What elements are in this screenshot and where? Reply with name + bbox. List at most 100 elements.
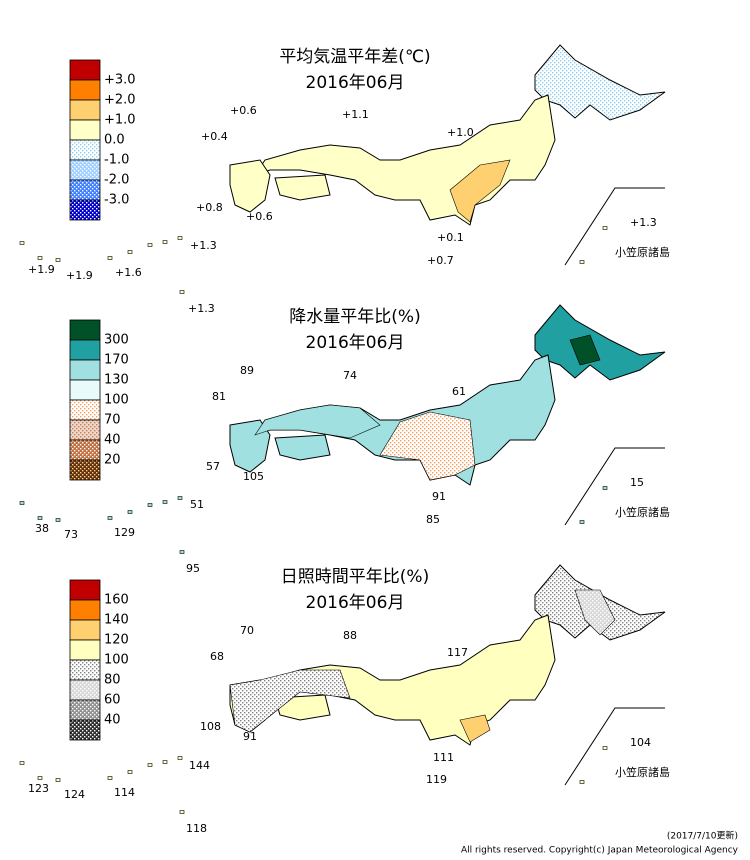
- region: [229, 669, 351, 733]
- legend-box: [69, 359, 101, 381]
- island: [147, 763, 153, 767]
- legend-box: [69, 99, 101, 121]
- legend-label: 160: [104, 593, 129, 608]
- island: [107, 516, 113, 520]
- island: [107, 776, 113, 780]
- station-value: +0.6: [246, 210, 273, 223]
- map-panel: 小笠原諸島 平均気温平年差(℃) 2016年06月 +3.0 +2.0 +1.0 0.0 -1…: [19, 44, 670, 315]
- legend-box: [69, 659, 101, 681]
- island: [127, 250, 133, 254]
- legend-box: [69, 119, 101, 141]
- station-value: 74: [343, 369, 357, 382]
- land-kyushu: [229, 159, 271, 213]
- island: [579, 520, 585, 524]
- legend-box: [69, 719, 101, 741]
- island: [55, 778, 61, 782]
- island: [177, 236, 183, 240]
- station-value: +1.3: [188, 302, 215, 315]
- region: [254, 404, 381, 439]
- island: [579, 260, 585, 264]
- station-value: 105: [243, 470, 264, 483]
- legend-label: 140: [104, 613, 129, 628]
- region: [379, 411, 476, 481]
- legend-label: 0.0: [104, 133, 125, 148]
- island: [147, 503, 153, 507]
- legend-label: 80: [104, 673, 121, 688]
- inset-label: 小笠原諸島: [615, 765, 670, 779]
- island: [147, 243, 153, 247]
- station-value: +0.8: [196, 201, 223, 214]
- station-value: 89: [240, 364, 254, 377]
- island: [579, 780, 585, 784]
- legend-box: [69, 599, 101, 621]
- panel-title: 日照時間平年比(%): [281, 567, 429, 587]
- legend-box: [69, 199, 101, 221]
- station-value: 68: [210, 650, 224, 663]
- legend-label: 170: [104, 353, 129, 368]
- station-value: 51: [190, 498, 204, 511]
- legend-box: [69, 139, 101, 161]
- island: [162, 240, 168, 244]
- inset-frame: [564, 447, 665, 526]
- legend-box: [69, 619, 101, 641]
- island: [19, 501, 25, 505]
- island: [55, 258, 61, 262]
- station-value: 91: [243, 730, 257, 743]
- legend-box: [69, 339, 101, 361]
- station-value: 129: [114, 526, 135, 539]
- land-hokkaido: [534, 44, 666, 121]
- island: [602, 746, 608, 750]
- island: [602, 226, 608, 230]
- station-value: 61: [452, 385, 466, 398]
- station-value: 88: [343, 629, 357, 642]
- legend-box: [69, 179, 101, 201]
- legend-box: [69, 639, 101, 661]
- island: [177, 756, 183, 760]
- station-value: +1.9: [66, 269, 93, 282]
- legend-label: 130: [104, 373, 129, 388]
- station-value: 73: [64, 528, 78, 541]
- legend-label: +3.0: [104, 73, 136, 88]
- legend-label: +2.0: [104, 93, 136, 108]
- legend-label: -2.0: [104, 173, 129, 188]
- legend-box: [69, 699, 101, 721]
- panel-period: 2016年06月: [306, 593, 405, 613]
- legend-label: 300: [104, 333, 129, 348]
- station-value: +1.9: [28, 263, 55, 276]
- station-value: 123: [28, 782, 49, 795]
- region: [449, 159, 511, 223]
- station-value: 111: [433, 751, 454, 764]
- land-hokkaido: [534, 304, 666, 381]
- legend-box: [69, 79, 101, 101]
- station-value: 95: [186, 562, 200, 575]
- station-value: +1.3: [190, 239, 217, 252]
- island: [127, 510, 133, 514]
- legend-label: -3.0: [104, 193, 129, 208]
- legend-box: [69, 399, 101, 421]
- island: [177, 496, 183, 500]
- legend-box: [69, 579, 101, 601]
- station-value: 114: [114, 786, 135, 799]
- island: [179, 550, 185, 554]
- island: [602, 486, 608, 490]
- legend-label: 40: [104, 433, 121, 448]
- region: [569, 334, 601, 366]
- land-shikoku: [274, 434, 331, 461]
- panel-title: 平均気温平年差(℃): [279, 47, 430, 67]
- legend-label: 40: [104, 713, 121, 728]
- island: [55, 518, 61, 522]
- legend-label: 100: [104, 653, 129, 668]
- island: [19, 241, 25, 245]
- copyright: All rights reserved. Copyright(c) Japan …: [461, 846, 739, 856]
- legend-label: -1.0: [104, 153, 129, 168]
- station-value: 104: [630, 736, 651, 749]
- station-value: 119: [426, 773, 447, 786]
- panel-period: 2016年06月: [306, 73, 405, 93]
- inset-frame: [564, 187, 665, 266]
- legend-box: [69, 319, 101, 341]
- station-value: 117: [447, 646, 468, 659]
- station-value: 85: [426, 513, 440, 526]
- panel-period: 2016年06月: [306, 333, 405, 353]
- island: [37, 256, 43, 260]
